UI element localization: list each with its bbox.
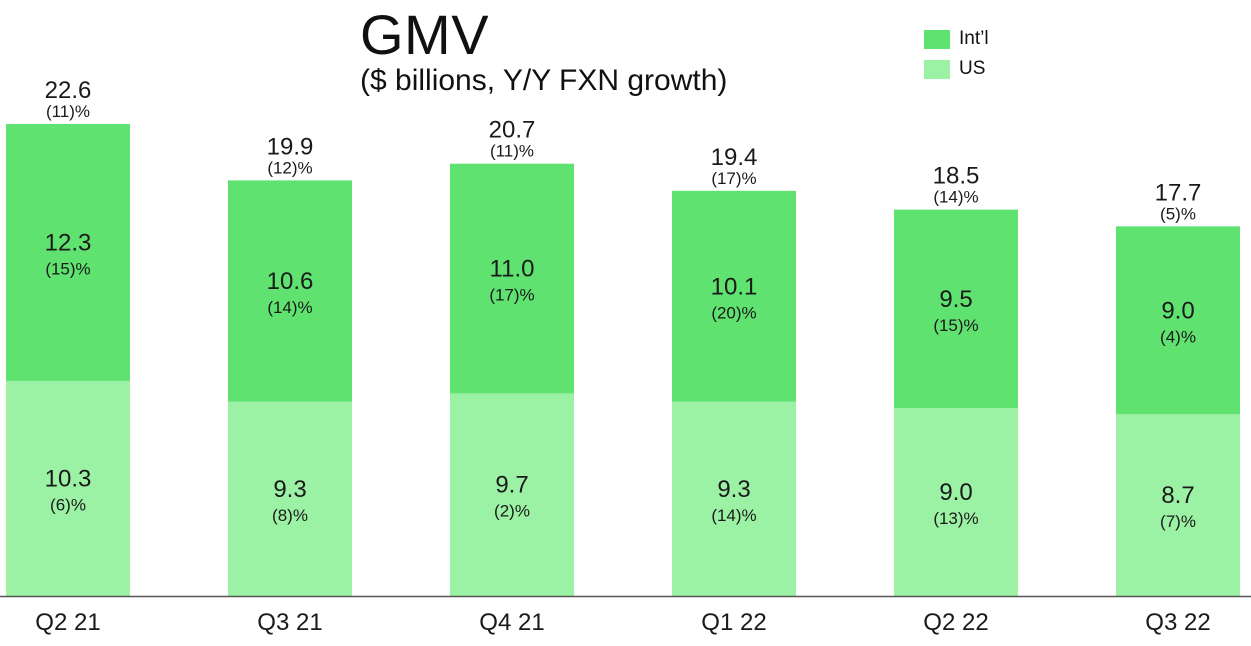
intl-growth-label: (15)% <box>933 316 978 335</box>
total-growth-label: (14)% <box>933 188 978 207</box>
us-value-label: 8.7 <box>1161 482 1194 509</box>
x-tick-label: Q4 21 <box>479 609 544 636</box>
x-tick-label: Q1 22 <box>701 609 766 636</box>
legend-item-us: US <box>924 54 989 84</box>
total-value-label: 20.7 <box>489 117 536 144</box>
bar-intl <box>450 163 574 394</box>
legend-label-us: US <box>959 58 986 79</box>
us-growth-label: (14)% <box>711 506 756 525</box>
legend-swatch-us <box>924 59 950 79</box>
us-value-label: 10.3 <box>45 465 92 492</box>
total-growth-label: (12)% <box>267 158 312 177</box>
total-value-label: 19.9 <box>267 133 314 160</box>
bar-us <box>228 401 352 596</box>
bar-intl <box>1116 226 1240 415</box>
bar-intl <box>228 180 352 402</box>
intl-value-label: 11.0 <box>490 256 535 283</box>
intl-value-label: 10.6 <box>267 268 314 295</box>
us-value-label: 9.0 <box>939 479 972 506</box>
us-growth-label: (2)% <box>494 502 530 521</box>
us-value-label: 9.3 <box>717 476 750 503</box>
us-value-label: 9.7 <box>495 472 528 499</box>
legend-item-intl: Int’l <box>924 24 989 54</box>
intl-growth-label: (14)% <box>267 298 312 317</box>
bar-us <box>672 401 796 596</box>
bar-us <box>450 393 574 596</box>
x-tick-label: Q3 21 <box>257 609 322 636</box>
bar-intl <box>672 190 796 402</box>
total-growth-label: (11)% <box>490 142 534 161</box>
us-growth-label: (7)% <box>1160 512 1196 531</box>
intl-growth-label: (15)% <box>45 259 90 278</box>
us-growth-label: (8)% <box>272 506 308 525</box>
total-value-label: 19.4 <box>711 144 758 171</box>
us-growth-label: (13)% <box>933 509 978 528</box>
total-growth-label: (5)% <box>1160 204 1196 223</box>
chart-subtitle: ($ billions, Y/Y FXN growth) <box>360 64 728 97</box>
bar-intl <box>894 209 1018 409</box>
intl-growth-label: (17)% <box>489 286 534 305</box>
us-value-label: 9.3 <box>273 476 306 503</box>
total-growth-label: (17)% <box>711 169 756 188</box>
x-tick-label: Q2 21 <box>35 609 100 636</box>
intl-value-label: 9.0 <box>1161 297 1194 324</box>
intl-growth-label: (4)% <box>1160 327 1196 346</box>
x-tick-label: Q3 22 <box>1145 609 1210 636</box>
intl-value-label: 9.5 <box>939 286 972 313</box>
intl-value-label: 12.3 <box>45 229 92 256</box>
total-growth-label: (11)% <box>46 102 90 121</box>
total-value-label: 22.6 <box>45 77 92 104</box>
bar-us <box>894 408 1018 596</box>
bar-us <box>6 380 130 596</box>
total-value-label: 17.7 <box>1155 179 1202 206</box>
chart-legend: Int’l US <box>924 24 989 84</box>
bar-us <box>1116 414 1240 596</box>
legend-swatch-intl <box>924 29 950 49</box>
intl-value-label: 10.1 <box>711 273 758 300</box>
total-value-label: 18.5 <box>933 163 980 190</box>
us-growth-label: (6)% <box>50 495 86 514</box>
chart-title: GMV <box>360 3 490 66</box>
legend-label-intl: Int’l <box>959 28 989 49</box>
x-tick-label: Q2 22 <box>923 609 988 636</box>
intl-growth-label: (20)% <box>711 303 756 322</box>
bar-intl <box>6 124 130 381</box>
